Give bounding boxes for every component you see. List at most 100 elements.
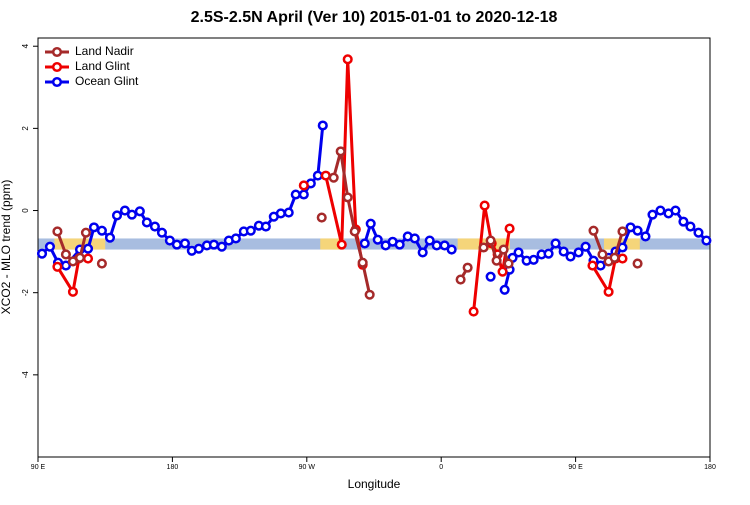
data-point [693,227,704,238]
data-point [394,239,405,250]
data-point [485,235,496,246]
data-point [670,205,681,216]
data-point [632,225,643,236]
legend-marker [51,46,63,58]
data-point [171,239,182,250]
data-point [349,226,360,237]
data-point [550,238,561,249]
data-point [126,209,137,220]
data-point [80,227,91,238]
data-point [479,200,490,211]
data-point [455,274,466,285]
data-point [640,231,651,242]
legend-label: Land Nadir [75,44,134,58]
x-tick-label: 90 W [299,464,316,471]
y-tick-label: 2 [21,126,30,131]
data-point [503,258,514,269]
data-point [111,210,123,221]
data-point [478,242,489,253]
data-point [462,262,473,273]
data-point [230,233,241,244]
data-point [359,238,370,249]
y-tick-label: -4 [21,371,30,379]
data-point [417,247,428,258]
data-point [96,225,107,236]
data-point [134,206,145,217]
data-point [335,146,346,157]
data-point [678,216,689,227]
data-point [528,254,539,265]
data-point [312,170,323,181]
plot-frame [37,37,711,458]
data-point [685,221,696,232]
data-point [543,248,554,259]
data-point [290,189,301,200]
data-point [431,240,442,251]
data-point [119,205,130,216]
data-point [597,249,608,260]
data-point [193,243,204,254]
x-tick-label: 0 [439,464,443,471]
data-point [409,233,420,244]
data-point [617,226,628,237]
data-point [336,239,347,250]
data-point [164,235,175,246]
data-point [60,249,71,260]
x-tick-label: 180 [167,464,179,471]
data-point [573,247,584,258]
data-point [328,172,339,183]
data-point [558,246,569,257]
chart-title: 2.5S-2.5N April (Ver 10) 2015-01-01 to 2… [191,9,558,26]
series-line [56,59,623,312]
data-point [149,221,160,232]
data-point [365,218,376,229]
data-point [52,226,63,237]
data-point [588,225,599,236]
data-point [439,240,450,251]
reference-band [38,238,710,250]
data-point [156,227,167,238]
data-point [617,242,628,253]
data-point [317,120,328,131]
highlight-range [320,238,345,250]
data-point [342,192,353,203]
data-point [580,241,591,252]
data-point [74,252,86,263]
data-point [617,253,628,264]
data-point [468,306,479,317]
data-point [499,284,510,295]
highlight-range [54,238,106,250]
data-point [504,223,515,234]
data-point [655,205,666,216]
data-point [96,258,107,269]
data-point [701,235,712,246]
data-point [82,253,94,264]
data-point [52,261,63,272]
data-point [609,252,620,263]
data-point [216,241,227,252]
data-point [208,239,219,250]
y-tick-label: 4 [21,43,30,48]
data-point [485,271,496,282]
data-point [88,222,100,233]
data-point [364,289,375,300]
legend-marker [51,61,63,73]
data-point [82,243,94,254]
data-point [565,251,576,262]
data-point [245,225,256,236]
data-point [446,244,457,255]
data-point [275,208,286,219]
data-point [587,260,598,271]
data-point [372,234,383,245]
data-point [44,241,55,252]
data-point [603,286,614,297]
data-point [632,258,643,269]
y-tick-label: 0 [21,208,30,213]
data-point [179,238,190,249]
data-point [298,189,309,200]
data-point [298,180,309,191]
data-point [141,217,152,228]
y-tick-label: -2 [21,289,30,297]
x-tick-label: 90 E [31,464,46,471]
